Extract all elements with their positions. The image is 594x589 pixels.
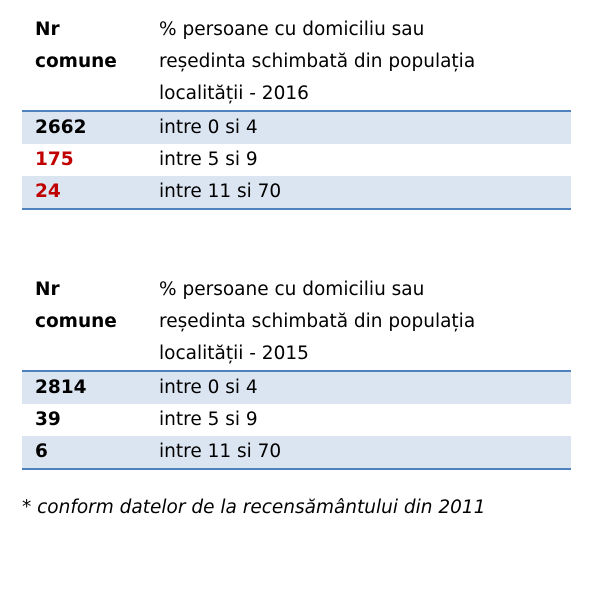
table-row: 24 intre 11 si 70 [22, 176, 571, 208]
table-header: Nr comune % persoane cu domiciliu sau re… [22, 14, 571, 112]
table-2015: Nr comune % persoane cu domiciliu sau re… [22, 274, 571, 470]
table-row: 6 intre 11 si 70 [22, 436, 571, 468]
table-2016: Nr comune % persoane cu domiciliu sau re… [22, 14, 571, 210]
table-row: 2662 intre 0 si 4 [22, 112, 571, 144]
table-row: 2814 intre 0 si 4 [22, 372, 571, 404]
table-row: 39 intre 5 si 9 [22, 404, 571, 436]
census-footnote: * conform datelor de la recensământului … [22, 497, 486, 518]
commune-count: 175 [35, 149, 74, 170]
commune-count: 2814 [35, 377, 87, 398]
percent-range: intre 11 si 70 [159, 441, 282, 462]
percent-range: intre 0 si 4 [159, 377, 258, 398]
percent-range: intre 5 si 9 [159, 409, 258, 430]
table-row: 175 intre 5 si 9 [22, 144, 571, 176]
header-count-label: Nr comune [35, 19, 117, 72]
header-count-label: Nr comune [35, 279, 117, 332]
percent-range: intre 0 si 4 [159, 117, 258, 138]
table-body: 2662 intre 0 si 4 175 intre 5 si 9 24 in… [22, 112, 571, 210]
header-percent-label: % persoane cu domiciliu sau reședinta sc… [159, 19, 476, 104]
commune-count: 39 [35, 409, 61, 430]
table-body: 2814 intre 0 si 4 39 intre 5 si 9 6 intr… [22, 372, 571, 470]
table-header: Nr comune % persoane cu domiciliu sau re… [22, 274, 571, 372]
header-percent-label: % persoane cu domiciliu sau reședinta sc… [159, 279, 476, 364]
commune-count: 24 [35, 181, 61, 202]
percent-range: intre 5 si 9 [159, 149, 258, 170]
commune-count: 2662 [35, 117, 87, 138]
commune-count: 6 [35, 441, 48, 462]
percent-range: intre 11 si 70 [159, 181, 282, 202]
